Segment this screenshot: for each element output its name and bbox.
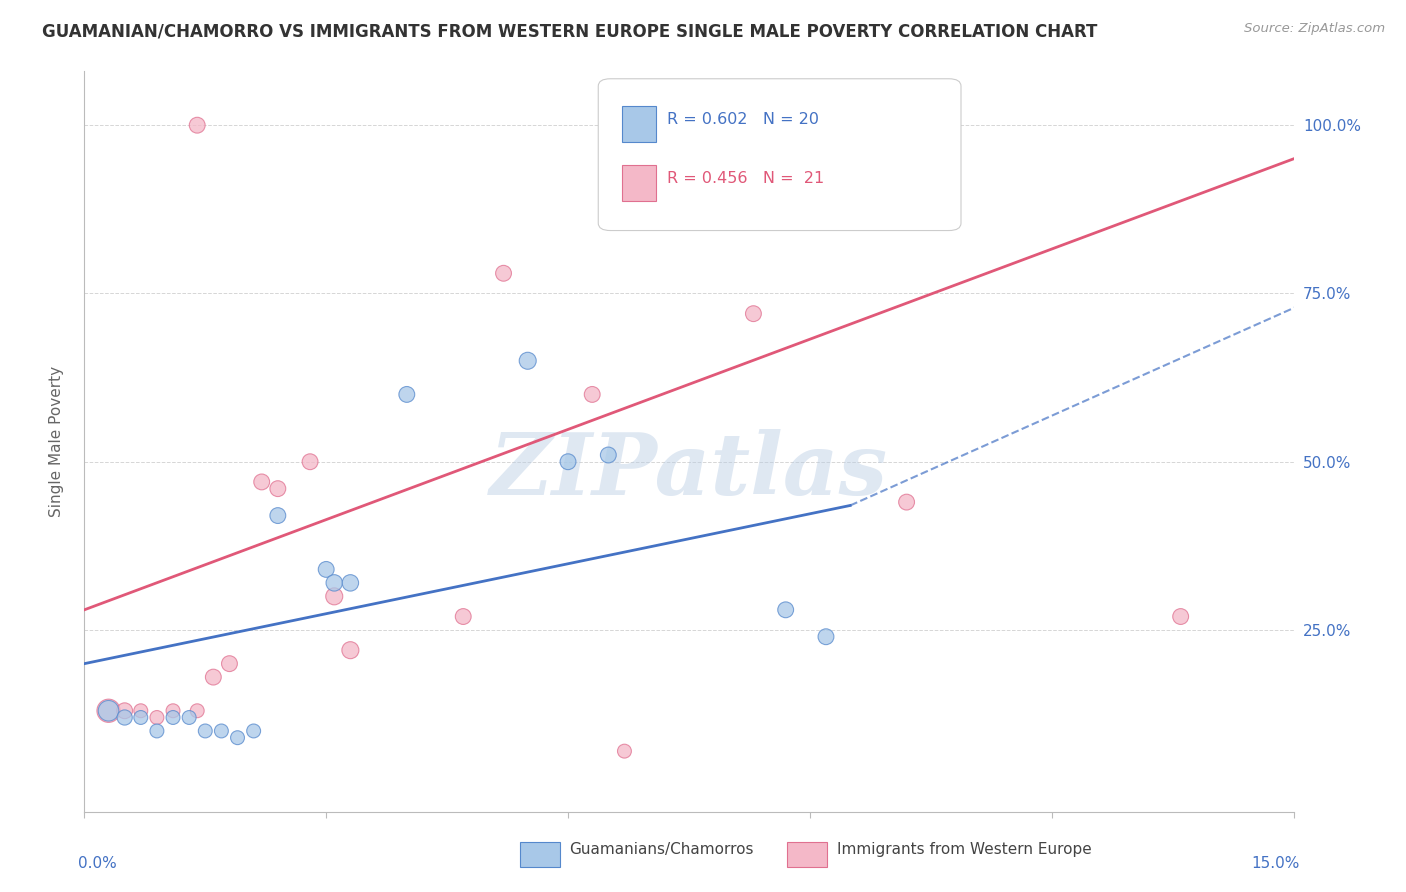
Point (194, 723, 217, 738)
FancyBboxPatch shape (623, 165, 657, 201)
FancyBboxPatch shape (599, 78, 962, 230)
Point (775, 603, 797, 617)
Point (516, 353, 538, 368)
Point (451, 609, 474, 624)
Point (742, 307, 765, 321)
Point (299, 455, 322, 469)
Point (186, 704, 208, 718)
Text: 0.0%: 0.0% (79, 856, 117, 871)
Point (557, 455, 579, 469)
Point (146, 710, 169, 724)
Point (613, 744, 636, 758)
Point (129, 710, 152, 724)
Point (162, 710, 184, 724)
Text: Guamanians/Chamorros: Guamanians/Chamorros (569, 842, 754, 857)
Point (242, 723, 264, 738)
Text: ZIPatlas: ZIPatlas (489, 429, 889, 513)
Point (339, 643, 361, 657)
Point (598, 448, 620, 462)
Point (202, 670, 225, 684)
Point (97, 704, 120, 718)
FancyBboxPatch shape (623, 106, 657, 142)
Point (179, 710, 201, 724)
Point (129, 704, 152, 718)
Text: R = 0.456   N =  21: R = 0.456 N = 21 (668, 171, 824, 186)
Point (146, 723, 169, 738)
Text: 15.0%: 15.0% (1251, 856, 1299, 871)
Point (114, 710, 136, 724)
Point (267, 482, 290, 496)
Point (323, 575, 346, 590)
Point (315, 562, 337, 576)
Point (114, 704, 136, 718)
Point (218, 657, 240, 671)
Point (395, 387, 418, 401)
Point (97, 704, 120, 718)
Text: Source: ZipAtlas.com: Source: ZipAtlas.com (1244, 22, 1385, 36)
Point (323, 590, 346, 604)
Point (581, 387, 603, 401)
Point (226, 731, 249, 745)
Point (209, 723, 232, 738)
Point (162, 704, 184, 718)
Text: R = 0.602   N = 20: R = 0.602 N = 20 (668, 112, 820, 127)
Point (267, 508, 290, 523)
Text: GUAMANIAN/CHAMORRO VS IMMIGRANTS FROM WESTERN EUROPE SINGLE MALE POVERTY CORRELA: GUAMANIAN/CHAMORRO VS IMMIGRANTS FROM WE… (42, 22, 1098, 40)
Point (896, 495, 918, 509)
Point (250, 475, 273, 489)
Text: Immigrants from Western Europe: Immigrants from Western Europe (837, 842, 1091, 857)
Point (814, 630, 837, 644)
Point (186, 118, 208, 132)
Y-axis label: Single Male Poverty: Single Male Poverty (49, 366, 63, 517)
Point (492, 266, 515, 280)
Point (339, 575, 361, 590)
Point (1170, 609, 1192, 624)
